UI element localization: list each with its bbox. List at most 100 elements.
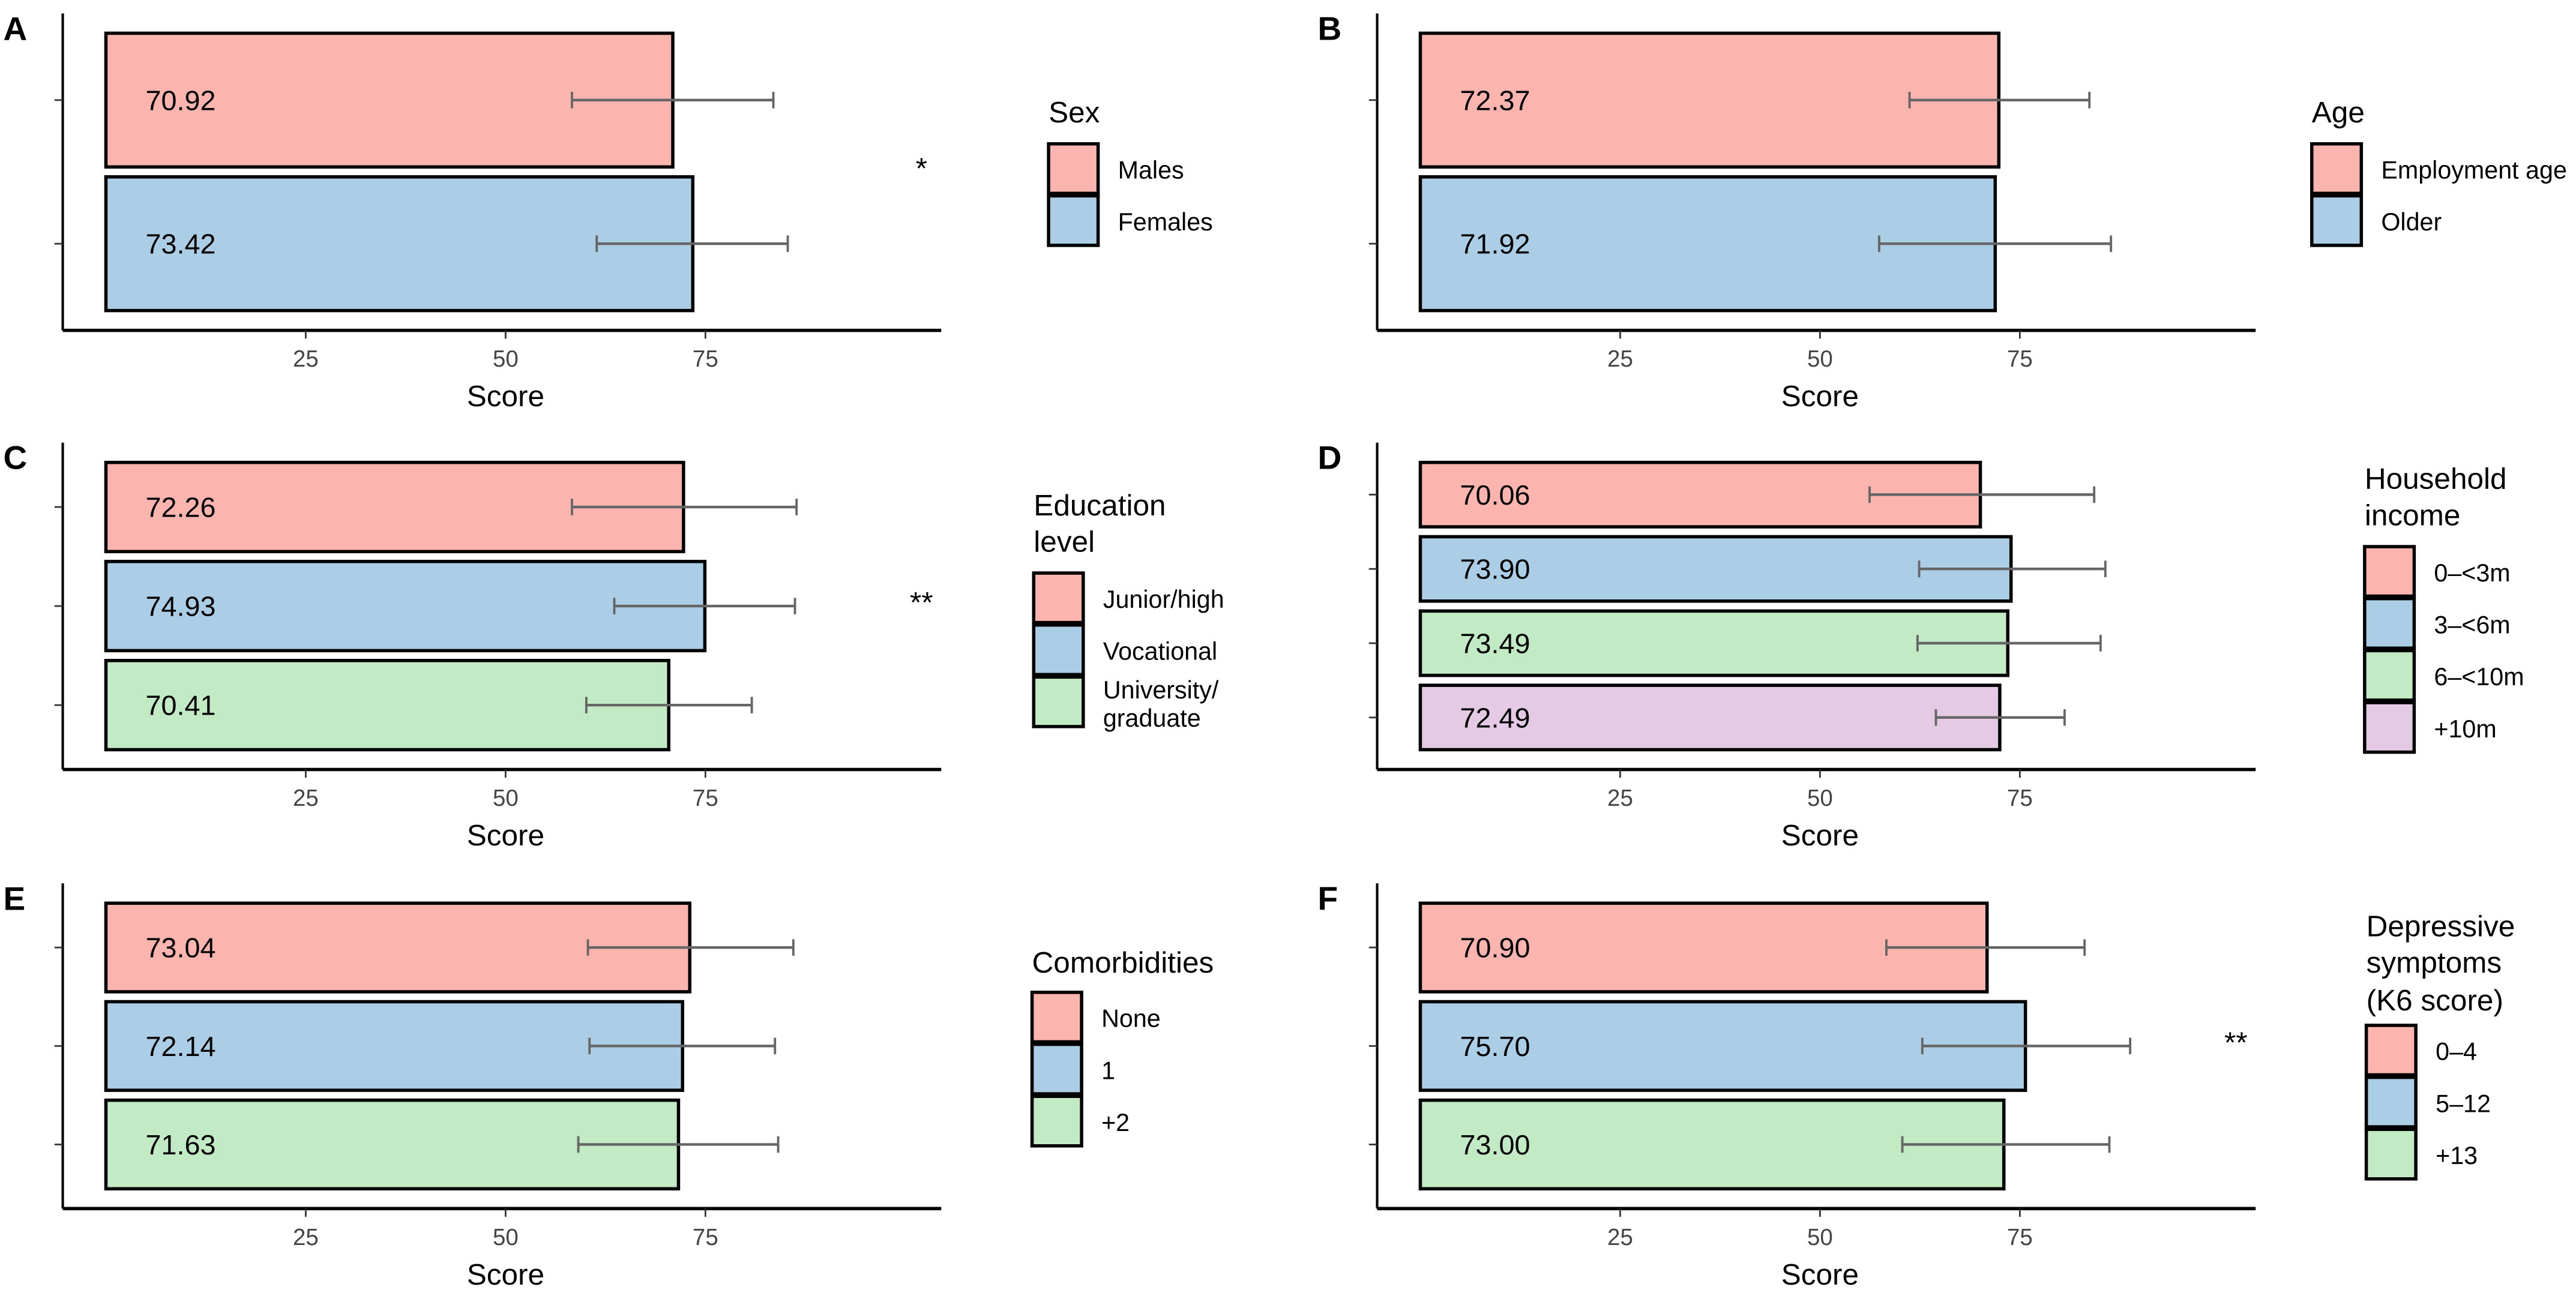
legend-title: (K6 score) xyxy=(2367,984,2503,1017)
legend-key xyxy=(2310,194,2364,247)
bar-value-label: 75.70 xyxy=(1460,1031,1530,1062)
bar-value-label: 70.41 xyxy=(145,690,215,721)
x-tick-label: 50 xyxy=(1807,785,1833,811)
panel-a: A 25 50 75 Score 70.92 73.42 * Sex Males Females xyxy=(4,10,1213,413)
legend-title: symptoms xyxy=(2367,946,2502,979)
legend-label: Employment age xyxy=(2381,157,2567,184)
x-tick-label: 25 xyxy=(293,1225,319,1250)
legend-title: Sex xyxy=(1049,96,1100,129)
legend-title: Comorbidities xyxy=(1032,946,1214,979)
bar xyxy=(1418,609,2010,677)
legend-label: +2 xyxy=(1101,1109,1130,1136)
x-tick-label: 50 xyxy=(493,785,519,811)
legend-title: Age xyxy=(2312,96,2365,129)
legend-key xyxy=(2364,1024,2418,1077)
significance-marker: * xyxy=(916,152,927,185)
significance-marker: ** xyxy=(910,586,933,619)
bar-value-label: 73.90 xyxy=(1460,554,1530,585)
x-tick-label: 25 xyxy=(1607,1225,1633,1250)
legend-title: income xyxy=(2365,499,2461,532)
legend-title: level xyxy=(1034,525,1095,558)
x-tick-label: 75 xyxy=(693,346,718,372)
x-tick-label: 50 xyxy=(1807,346,1833,372)
legend-key xyxy=(1032,571,1085,625)
legend-title: Household xyxy=(2365,463,2507,496)
significance-marker: ** xyxy=(2224,1026,2248,1059)
x-tick-label: 25 xyxy=(1607,346,1633,372)
bar-value-label: 72.49 xyxy=(1460,702,1530,733)
x-tick-label: 75 xyxy=(2007,346,2033,372)
legend-label: Junior/high xyxy=(1103,586,1224,613)
panel-d: D 25 50 75 Score 70.06 73.90 73.49 72.49 Househol… xyxy=(1318,439,2524,852)
bar xyxy=(104,175,695,313)
panel-label: C xyxy=(4,439,28,476)
legend-key xyxy=(2310,142,2364,196)
panel-e: E 25 50 75 Score 73.04 72.14 71.63 Comorbidities… xyxy=(4,880,1214,1291)
bar-value-label: 70.06 xyxy=(1460,479,1530,511)
bar-value-label: 70.90 xyxy=(1460,932,1530,964)
legend-label: 0–<3m xyxy=(2434,559,2510,587)
legend-label: +10m xyxy=(2434,715,2496,743)
legend-title: Education xyxy=(1034,489,1166,522)
bar xyxy=(1418,31,2001,169)
x-axis-label: Score xyxy=(467,380,544,413)
legend-label: graduate xyxy=(1103,704,1201,732)
bar-value-label: 72.37 xyxy=(1460,85,1530,116)
legend-key xyxy=(2363,649,2416,702)
legend-label: Vocational xyxy=(1103,638,1217,665)
x-tick-label: 50 xyxy=(493,1225,519,1250)
bar-value-label: 71.63 xyxy=(145,1129,215,1160)
x-axis-label: Score xyxy=(1781,380,1859,413)
legend-label: None xyxy=(1101,1005,1161,1033)
x-axis-label: Score xyxy=(1781,819,1859,852)
legend-label: +13 xyxy=(2436,1142,2478,1169)
bar-value-label: 73.04 xyxy=(145,932,215,964)
panel-label: D xyxy=(1318,439,1342,476)
bar xyxy=(104,659,670,752)
x-axis-label: Score xyxy=(467,819,544,852)
bar-value-label: 74.93 xyxy=(145,591,215,622)
legend-label: Older xyxy=(2381,208,2442,236)
legend-label: 3–<6m xyxy=(2434,611,2510,638)
x-tick-label: 50 xyxy=(1807,1225,1833,1250)
legend-key xyxy=(1032,623,1085,677)
x-tick-label: 50 xyxy=(493,346,519,372)
bar-value-label: 73.42 xyxy=(145,229,215,260)
bar xyxy=(104,1000,685,1092)
panel-label: A xyxy=(4,10,28,47)
legend-label: University/ xyxy=(1103,676,1219,704)
legend-label: 5–12 xyxy=(2436,1090,2491,1117)
legend-label: 6–<10m xyxy=(2434,663,2524,691)
legend-key xyxy=(2363,545,2416,598)
bar xyxy=(1418,683,2002,752)
x-tick-label: 75 xyxy=(693,1225,718,1250)
x-axis-label: Score xyxy=(1781,1258,1859,1291)
x-axis-label: Score xyxy=(467,1258,544,1291)
bar-value-label: 70.92 xyxy=(145,85,215,116)
legend-label: Females xyxy=(1118,208,1213,236)
panel-b: B 25 50 75 Score 72.37 71.92 Age Employment age O… xyxy=(1318,10,2567,413)
bar-value-label: 73.00 xyxy=(1460,1129,1530,1160)
bar-value-label: 72.26 xyxy=(145,492,215,523)
bar xyxy=(104,560,707,653)
x-tick-label: 75 xyxy=(2007,785,2033,811)
x-tick-label: 75 xyxy=(693,785,718,811)
panel-label: E xyxy=(4,880,26,917)
panel-label: F xyxy=(1318,880,1338,917)
bar-value-label: 73.49 xyxy=(1460,628,1530,659)
panel-c: C 25 50 75 Score 72.26 74.93 70.41 ** Educationle… xyxy=(4,439,1224,852)
x-tick-label: 25 xyxy=(293,785,319,811)
legend-key xyxy=(1032,675,1085,728)
legend-label: Males xyxy=(1118,157,1184,184)
panel-label: B xyxy=(1318,10,1342,47)
x-tick-label: 25 xyxy=(293,346,319,372)
legend-key xyxy=(2364,1075,2418,1129)
bar xyxy=(1418,535,2013,603)
x-tick-label: 75 xyxy=(2007,1225,2033,1250)
legend-key xyxy=(1030,1042,1083,1096)
legend-key xyxy=(1047,142,1100,196)
legend-key xyxy=(1047,194,1100,247)
legend-key xyxy=(2364,1127,2418,1181)
legend-key xyxy=(2363,596,2416,650)
